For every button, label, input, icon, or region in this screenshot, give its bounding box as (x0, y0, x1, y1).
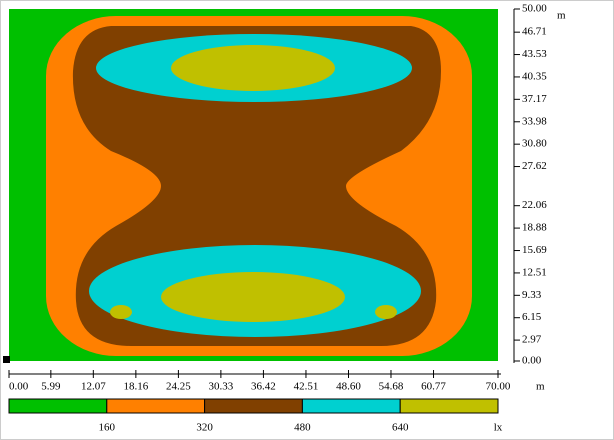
y-tick-label: 2.97 (522, 334, 542, 346)
x-tick-label: 36.42 (251, 381, 276, 393)
x-tick-label: 54.68 (379, 381, 404, 393)
x-unit: m (536, 381, 545, 393)
legend-swatch (399, 398, 499, 414)
legend-swatch (204, 398, 303, 414)
x-tick-label: 42.51 (294, 381, 319, 393)
x-tick-label: 18.16 (123, 381, 148, 393)
legend-label: 160 (99, 422, 116, 434)
x-tick-label: 30.33 (209, 381, 234, 393)
contour-region (171, 45, 335, 91)
contour-region (375, 305, 397, 319)
y-tick-label: 37.17 (522, 93, 547, 105)
y-tick-label: 33.98 (522, 115, 547, 127)
x-tick-label: 24.25 (166, 381, 191, 393)
y-tick-label: 46.71 (522, 26, 547, 38)
y-tick-label: 18.88 (522, 222, 547, 234)
legend-swatch (106, 398, 206, 414)
y-tick-label: 0.00 (522, 355, 542, 367)
legend-label: 320 (196, 422, 213, 434)
contour-region (161, 272, 345, 322)
x-tick-label: 60.77 (421, 381, 446, 393)
origin-marker (3, 356, 10, 363)
legend-label: 480 (294, 422, 311, 434)
y-tick-label: 9.33 (522, 289, 542, 301)
legend-label: 640 (392, 422, 409, 434)
x-tick-label: 12.07 (81, 381, 106, 393)
y-tick-label: 6.15 (522, 311, 542, 323)
y-tick-label: 30.80 (522, 138, 547, 150)
y-tick-label: 50.00 (522, 3, 547, 15)
x-tick-label: 0.00 (9, 381, 29, 393)
contour-region (110, 305, 132, 319)
legend-unit: lx (494, 422, 503, 434)
y-tick-label: 22.06 (522, 199, 547, 211)
y-tick-label: 12.51 (522, 266, 547, 278)
x-tick-label: 48.60 (336, 381, 361, 393)
x-tick-label: 70.00 (486, 381, 511, 393)
legend-swatch (8, 398, 108, 414)
y-tick-label: 27.62 (522, 160, 547, 172)
y-tick-label: 43.53 (522, 48, 547, 60)
y-tick-label: 15.69 (522, 244, 547, 256)
y-tick-label: 40.35 (522, 70, 547, 82)
y-unit: m (557, 10, 566, 22)
x-tick-label: 5.99 (41, 381, 61, 393)
legend-swatch (301, 398, 401, 414)
